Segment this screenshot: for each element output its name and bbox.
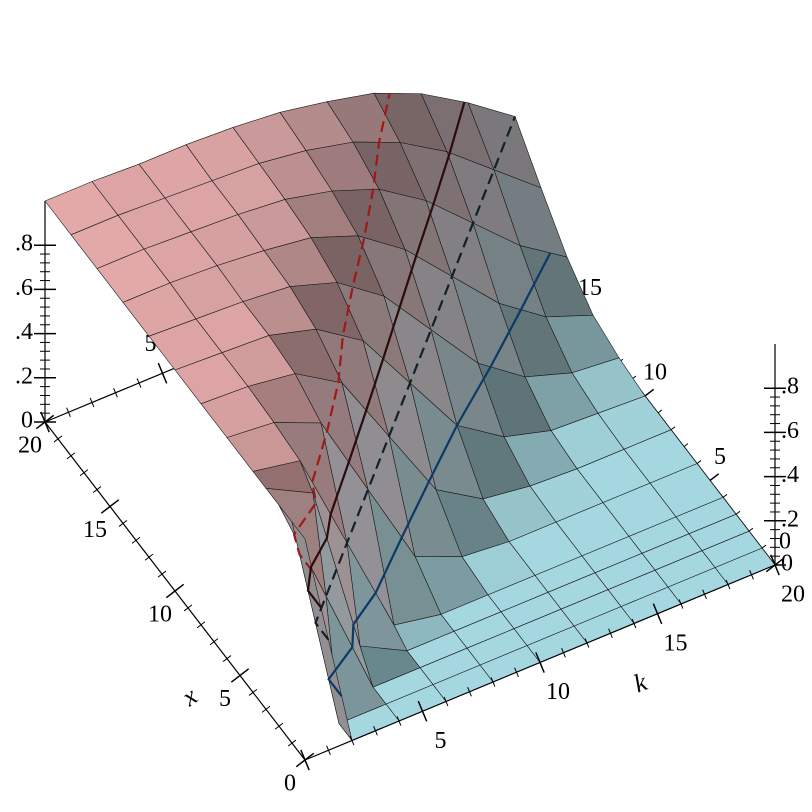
tick-label: .2 <box>15 363 33 389</box>
minor-tick <box>66 407 71 418</box>
tick-label: .4 <box>781 462 799 488</box>
minor-tick <box>326 745 331 756</box>
tick-label: .4 <box>15 319 33 345</box>
tick-label: .6 <box>781 418 799 444</box>
minor-tick <box>113 387 118 398</box>
minor-tick <box>92 486 102 494</box>
minor-tick <box>608 628 613 639</box>
tick-label: 20 <box>781 582 805 608</box>
major-tick <box>417 700 428 722</box>
minor-tick <box>349 735 355 746</box>
minor-tick <box>157 570 167 578</box>
major-tick <box>770 554 780 576</box>
tick-label: 5 <box>714 444 726 470</box>
minor-tick <box>53 435 63 443</box>
tick-label: 0 <box>21 408 33 434</box>
major-tick <box>165 583 185 599</box>
minor-tick <box>131 536 141 544</box>
minor-tick <box>66 452 76 460</box>
contour-line <box>327 252 552 697</box>
minor-tick <box>443 696 449 707</box>
major-tick <box>35 414 55 430</box>
minor-tick <box>261 705 271 713</box>
contour-line <box>292 93 391 572</box>
minor-tick <box>490 677 496 687</box>
minor-tick <box>373 725 378 736</box>
tick-label: .8 <box>15 231 33 257</box>
minor-tick <box>196 621 206 629</box>
minor-tick <box>678 599 684 609</box>
tick-label: 0 <box>779 529 791 555</box>
minor-tick <box>136 378 142 388</box>
minor-tick <box>209 638 219 646</box>
minor-tick <box>561 647 566 658</box>
tick-label: 0 <box>781 551 793 577</box>
minor-tick <box>725 579 731 590</box>
minor-tick <box>118 519 128 527</box>
contour-line <box>306 101 466 609</box>
tick-label: .2 <box>781 506 799 532</box>
minor-tick <box>396 716 402 726</box>
minor-tick <box>584 638 590 648</box>
contours <box>292 93 552 697</box>
major-tick <box>100 499 120 514</box>
surface <box>44 92 776 741</box>
tick-label: 0 <box>284 771 296 797</box>
front-axes: 0 5 10 15 20 5 10 15 20 x k <box>18 414 805 797</box>
major-tick <box>652 603 663 625</box>
major-tick <box>300 749 310 771</box>
minor-tick <box>248 688 258 696</box>
tick-label: 10 <box>643 360 667 386</box>
tick-label: 15 <box>83 517 107 543</box>
tick-label: 5 <box>219 686 231 712</box>
minor-tick <box>287 739 297 747</box>
major-tick <box>230 668 250 683</box>
minor-tick <box>467 686 472 697</box>
major-tick <box>157 362 168 384</box>
tick-label: 10 <box>148 602 172 628</box>
tick-label: 10 <box>546 679 570 705</box>
minor-tick <box>144 553 154 561</box>
minor-tick <box>274 722 284 730</box>
minor-tick <box>749 569 754 580</box>
tick-label: .8 <box>781 374 799 400</box>
minor-tick <box>183 604 193 612</box>
axis-title: x <box>176 681 203 712</box>
minor-tick <box>514 667 519 678</box>
major-tick <box>535 652 545 673</box>
minor-tick <box>631 618 637 629</box>
tick-label: 15 <box>664 630 688 656</box>
contour-line <box>314 116 517 641</box>
tick-label: 20 <box>18 433 42 459</box>
minor-tick <box>79 469 89 477</box>
axis-title: k <box>630 667 651 698</box>
minor-tick <box>89 397 95 408</box>
minor-tick <box>702 589 707 600</box>
tick-label: .6 <box>15 275 33 301</box>
minor-tick <box>222 655 232 663</box>
tick-label: 5 <box>435 728 447 754</box>
